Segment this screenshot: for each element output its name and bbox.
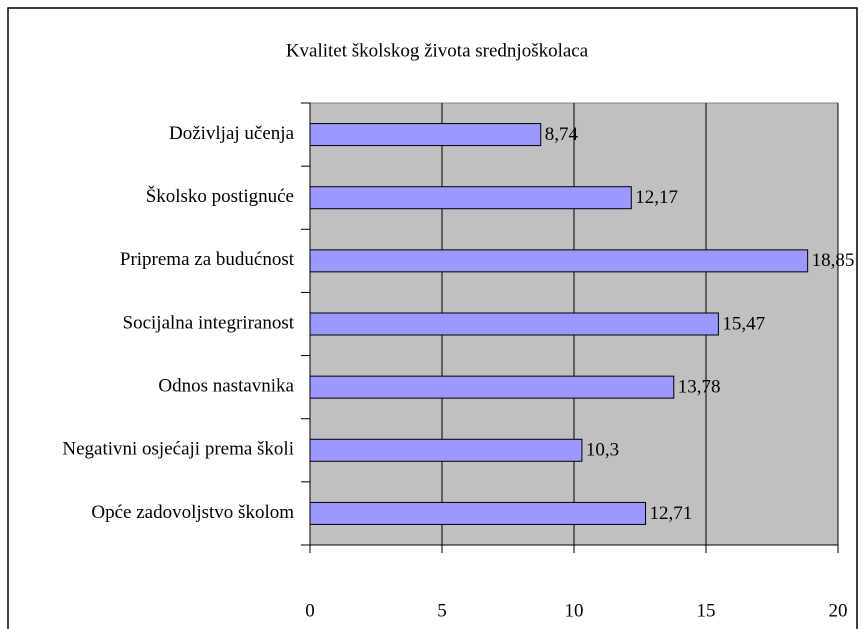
y-tick-label: Negativni osjećaji prema školi [62,439,294,460]
y-tick-label: Odnos nastavnika [158,376,294,397]
bar [309,312,719,336]
y-tick-label: Opće zadovoljstvo školom [91,502,294,523]
x-tick-label: 15 [697,600,716,621]
value-label: 12,71 [650,503,693,524]
y-tick-label: Školsko postignuće [146,185,294,207]
y-tick-label: Doživljaj učenja [169,123,295,144]
x-tick-label: 0 [305,600,315,621]
bar [309,249,809,273]
y-tick-label: Priprema za budućnost [120,249,295,270]
x-tick-label: 20 [829,600,848,621]
bar [309,123,542,147]
value-label: 13,78 [678,377,721,398]
bar [309,501,647,525]
chart-title: Kvalitet školskog života srednjoškolaca [286,40,589,61]
bar [309,186,632,210]
value-label: 15,47 [722,313,765,334]
x-tick-label: 10 [565,600,584,621]
value-label: 18,85 [812,250,855,271]
y-tick-label: Socijalna integriranost [123,312,295,333]
bar [309,375,675,399]
value-label: 8,74 [545,124,579,145]
x-tick-label: 5 [437,600,447,621]
bar [309,438,583,462]
value-label: 10,3 [586,440,619,461]
value-label: 12,17 [635,187,678,208]
